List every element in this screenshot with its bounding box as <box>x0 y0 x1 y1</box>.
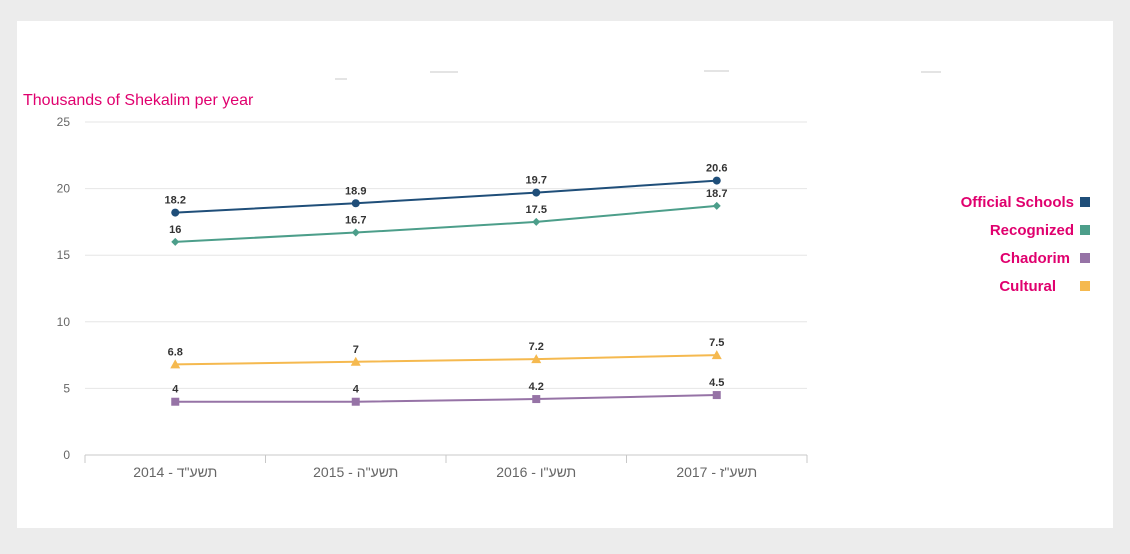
data-label: 18.9 <box>345 185 366 197</box>
y-tick-label: 20 <box>57 182 71 196</box>
legend-label: Official Schools <box>960 193 1074 211</box>
data-point <box>350 356 361 366</box>
data-point <box>712 201 721 210</box>
data-label: 7.2 <box>529 341 544 353</box>
data-label: 17.5 <box>526 204 547 216</box>
data-point <box>532 217 541 226</box>
legend-swatch <box>1080 225 1090 235</box>
data-label: 20.6 <box>706 163 727 175</box>
legend-item: Cultural <box>999 276 1090 296</box>
data-label: 18.2 <box>165 195 186 207</box>
legend-label: Cultural <box>999 277 1056 295</box>
legend-item: Chadorim <box>1000 248 1090 268</box>
data-label: 4.2 <box>529 381 544 393</box>
x-tick-label: תשע"ז - 2017 <box>676 464 757 480</box>
chart-card <box>17 21 1113 528</box>
series-line <box>175 354 717 366</box>
data-label: 4 <box>353 384 360 396</box>
y-tick-label: 15 <box>57 248 71 262</box>
series-line <box>175 204 717 243</box>
data-label: 4.5 <box>709 377 724 389</box>
y-axis-title: Thousands of Shekalim per year <box>23 92 254 109</box>
data-label: 19.7 <box>526 175 547 187</box>
data-label: 7 <box>353 344 359 356</box>
legend-swatch <box>1080 197 1090 207</box>
data-label: 4 <box>172 384 179 396</box>
decor-line <box>921 71 941 73</box>
data-point <box>171 237 180 246</box>
data-point <box>711 350 722 360</box>
x-tick-label: תשע"ד - 2014 <box>133 464 217 480</box>
y-tick-label: 10 <box>57 315 71 329</box>
decor-line <box>335 78 347 80</box>
data-point <box>531 354 542 364</box>
data-point <box>712 176 721 185</box>
legend-swatch <box>1080 253 1090 263</box>
data-point <box>712 391 721 400</box>
legend-item: Recognized <box>990 220 1090 240</box>
legend-item: Official Schools <box>961 192 1090 212</box>
decor-line <box>704 70 729 72</box>
x-tick-label: תשע"ו - 2016 <box>496 464 576 480</box>
y-tick-label: 5 <box>63 381 70 395</box>
series-line <box>175 394 717 403</box>
y-tick-label: 0 <box>63 448 70 462</box>
legend-swatch <box>1080 281 1090 291</box>
decor-line <box>430 71 458 73</box>
data-label: 6.8 <box>168 346 183 358</box>
data-point <box>351 199 360 208</box>
series-line <box>175 179 717 214</box>
data-label: 7.5 <box>709 337 724 349</box>
x-tick-label: תשע"ה - 2015 <box>313 464 398 480</box>
data-label: 16 <box>169 224 181 236</box>
data-point <box>351 228 360 237</box>
data-point <box>351 397 360 406</box>
data-point <box>171 208 180 217</box>
legend-label: Recognized <box>989 221 1074 239</box>
data-point <box>170 359 181 369</box>
data-point <box>532 188 541 197</box>
data-label: 16.7 <box>345 215 366 227</box>
data-point <box>532 395 541 404</box>
y-tick-label: 25 <box>57 115 71 129</box>
data-label: 18.7 <box>706 188 727 200</box>
data-point <box>171 397 180 406</box>
legend-label: Chadorim <box>999 249 1070 267</box>
